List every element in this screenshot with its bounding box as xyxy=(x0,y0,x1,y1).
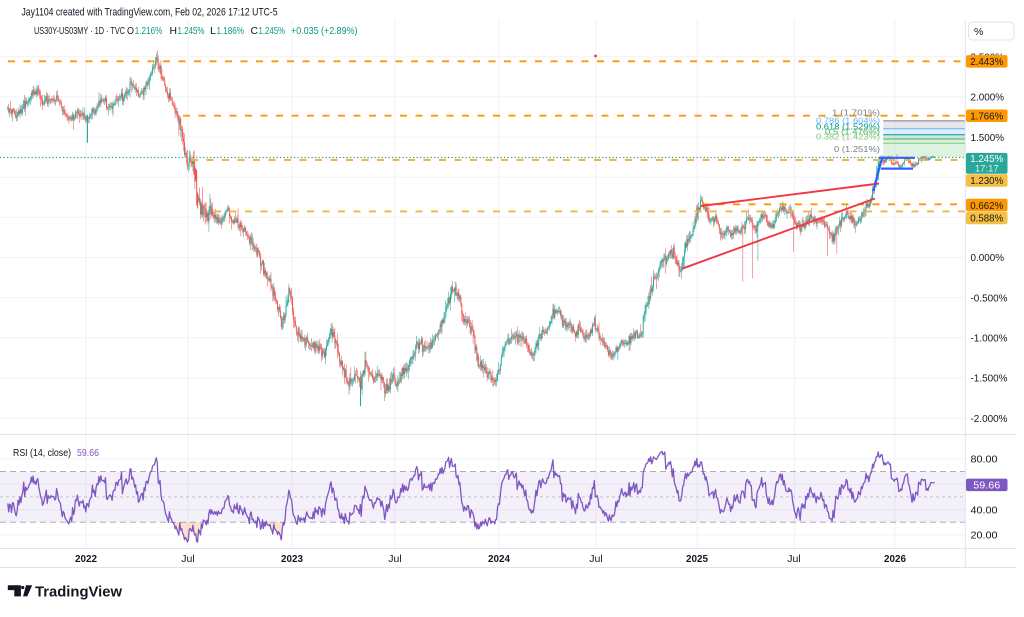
svg-text:%: % xyxy=(974,26,983,38)
svg-text:Jay1104 created with TradingVi: Jay1104 created with TradingView.com, Fe… xyxy=(22,7,278,19)
svg-text:1.186%: 1.186% xyxy=(217,25,245,37)
svg-text:RSI (14, close): RSI (14, close) xyxy=(13,447,71,459)
svg-text:0.000%: 0.000% xyxy=(971,252,1005,264)
svg-text:TradingView: TradingView xyxy=(35,584,122,601)
svg-text:+0.035 (+2.89%): +0.035 (+2.89%) xyxy=(291,25,358,37)
svg-text:0.618 (1.529%): 0.618 (1.529%) xyxy=(816,122,880,131)
svg-text:59.66: 59.66 xyxy=(77,447,99,459)
svg-text:20.00: 20.00 xyxy=(971,530,998,542)
svg-text:0.588%: 0.588% xyxy=(970,213,1003,225)
svg-text:Jul: Jul xyxy=(388,553,401,565)
svg-text:1.230%: 1.230% xyxy=(970,175,1003,187)
svg-text:0.786 (1.604%): 0.786 (1.604%) xyxy=(816,117,880,126)
svg-text:2023: 2023 xyxy=(281,553,303,565)
svg-text:1.245%: 1.245% xyxy=(259,25,286,37)
svg-text:2022: 2022 xyxy=(75,553,97,565)
svg-text:2.443%: 2.443% xyxy=(970,56,1003,68)
svg-text:O: O xyxy=(127,25,134,37)
svg-text:Jul: Jul xyxy=(787,553,800,565)
svg-text:-2.000%: -2.000% xyxy=(971,413,1008,425)
svg-text:17:17: 17:17 xyxy=(975,164,999,175)
svg-text:-1.000%: -1.000% xyxy=(971,333,1008,345)
svg-text:1.766%: 1.766% xyxy=(970,110,1003,122)
svg-text:-0.500%: -0.500% xyxy=(971,292,1008,304)
svg-text:2026: 2026 xyxy=(884,553,906,565)
svg-text:-1.500%: -1.500% xyxy=(971,373,1008,385)
svg-text:2.000%: 2.000% xyxy=(971,92,1005,104)
svg-text:80.00: 80.00 xyxy=(971,454,998,466)
svg-text:C: C xyxy=(251,25,259,37)
svg-text:2024: 2024 xyxy=(488,553,510,565)
svg-text:0.5 (1.476%): 0.5 (1.476%) xyxy=(825,128,880,137)
svg-text:0.382 (1.423%): 0.382 (1.423%) xyxy=(816,133,880,142)
svg-text:Jul: Jul xyxy=(589,553,602,565)
svg-text:L: L xyxy=(210,25,216,37)
svg-text:1.216%: 1.216% xyxy=(135,25,163,37)
svg-text:2025: 2025 xyxy=(686,553,708,565)
svg-text:Jul: Jul xyxy=(181,553,194,565)
svg-text:1 (1.701%): 1 (1.701%) xyxy=(832,109,880,118)
svg-text:1.245%: 1.245% xyxy=(970,153,1003,165)
svg-text:1.500%: 1.500% xyxy=(971,132,1005,144)
svg-text:0 (1.251%): 0 (1.251%) xyxy=(834,145,880,154)
svg-text:40.00: 40.00 xyxy=(971,504,998,516)
svg-text:US30Y-US03MY · 1D · TVC: US30Y-US03MY · 1D · TVC xyxy=(34,25,125,37)
svg-text:H: H xyxy=(170,25,178,37)
svg-text:59.66: 59.66 xyxy=(973,480,1000,492)
svg-text:0.662%: 0.662% xyxy=(970,200,1003,212)
svg-text:1.245%: 1.245% xyxy=(178,25,205,37)
